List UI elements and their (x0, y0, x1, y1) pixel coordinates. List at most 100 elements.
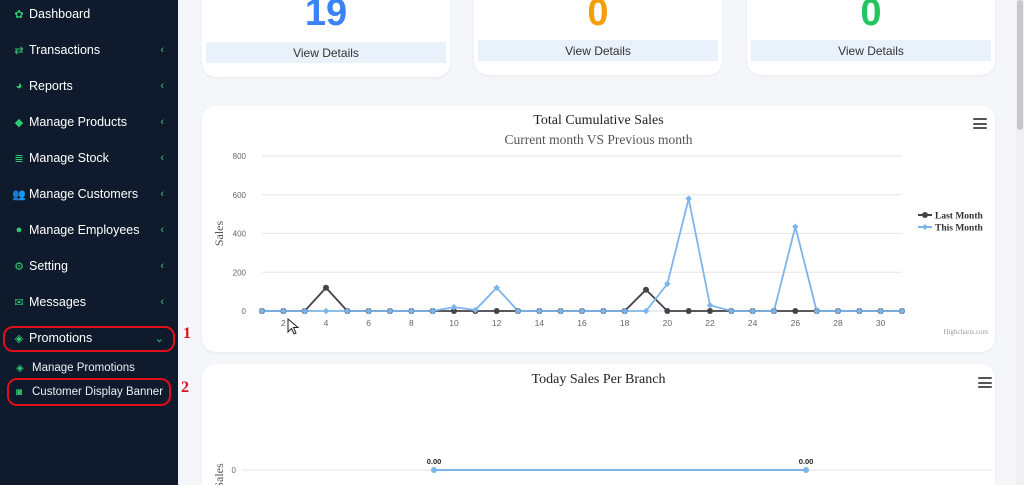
user-icon: ● (15, 224, 23, 236)
y-tick-label: 400 (233, 230, 247, 239)
chart-subtitle: Current month VS Previous month (504, 132, 693, 147)
sidebar-item-manage-employees[interactable]: ● Manage Employees ‹ (0, 216, 178, 244)
scrollbar-thumb[interactable] (1017, 0, 1023, 130)
sidebar-item-label: Promotions (29, 331, 93, 345)
data-point (536, 307, 543, 315)
chevron-left-icon: ‹ (160, 260, 164, 272)
chart-credit: Highcharts.com (943, 328, 988, 336)
data-point (685, 308, 692, 314)
cogs-icon: ⚙ (14, 260, 24, 273)
tag-icon: ◈ (14, 332, 24, 345)
chevron-left-icon: ‹ (160, 44, 164, 56)
y-axis-label: Sales (212, 221, 226, 247)
stat-value: 0 (587, 0, 609, 34)
data-point (323, 284, 329, 291)
cube-icon: ◆ (14, 116, 24, 129)
sidebar-item-promotions[interactable]: ◈ Promotions ⌄ (0, 324, 178, 352)
data-point (280, 307, 287, 315)
data-point (493, 308, 500, 314)
view-details-link[interactable]: View Details (751, 40, 991, 61)
data-point (813, 307, 820, 315)
x-tick-label: 12 (492, 318, 502, 328)
sidebar-item-label: Reports (29, 79, 73, 93)
camera-icon: ◙ (16, 386, 23, 398)
pie-chart-icon: ◕ (15, 80, 23, 92)
sidebar-subitem-manage-promotions[interactable]: ◈ Manage Promotions (0, 357, 178, 379)
sidebar-item-reports[interactable]: ◕ Reports ‹ (0, 72, 178, 100)
data-point (803, 467, 809, 473)
highlight-banner (7, 378, 171, 406)
data-point (514, 307, 522, 315)
sidebar-item-dashboard[interactable]: ✿ Dashboard (0, 0, 178, 28)
sidebar-item-transactions[interactable]: ⇄ Transactions ‹ (0, 36, 178, 64)
chart-title: Today Sales Per Branch (531, 372, 666, 387)
data-point (557, 307, 564, 315)
envelope-icon: ✉ (14, 296, 24, 309)
y-tick-label: 0 (242, 307, 247, 316)
sidebar-item-manage-stock[interactable]: ≣ Manage Stock ‹ (0, 144, 178, 172)
x-tick-label: 2 (281, 318, 286, 328)
data-point (450, 303, 458, 311)
data-point (322, 307, 330, 315)
data-point (707, 308, 713, 314)
chart-title: Total Cumulative Sales (533, 113, 664, 128)
data-point (386, 307, 394, 315)
sidebar-item-manage-customers[interactable]: 👥 Manage Customers ‹ (0, 180, 178, 208)
palette-icon: ✿ (14, 8, 24, 21)
legend-item: This Month (935, 224, 983, 234)
database-icon: ≣ (14, 152, 24, 165)
y-tick-label: 800 (233, 152, 247, 161)
cumulative-sales-card: Total Cumulative Sales Current month VS … (202, 106, 995, 352)
sidebar-item-label: Manage Products (29, 115, 127, 129)
data-point (429, 307, 436, 315)
data-point (493, 284, 500, 291)
data-point (258, 307, 266, 315)
stat-card-2: 0 View Details (474, 0, 722, 75)
stat-value: 19 (304, 0, 348, 34)
x-tick-label: 30 (876, 318, 886, 328)
y-tick-label: 600 (233, 191, 247, 200)
sidebar-item-label: Manage Customers (29, 187, 139, 201)
view-details-link[interactable]: View Details (478, 40, 718, 61)
y-tick-label: 200 (233, 268, 247, 277)
legend-item: Last Month (935, 212, 983, 222)
data-point (301, 307, 308, 315)
sidebar-item-messages[interactable]: ✉ Messages ‹ (0, 288, 178, 316)
data-point (856, 307, 863, 315)
data-label: 0.00 (799, 457, 814, 466)
chart-menu-icon[interactable] (973, 118, 987, 129)
data-point (365, 307, 372, 315)
data-point (792, 223, 799, 230)
data-point (770, 307, 778, 315)
sidebar-subitem-label: Manage Promotions (32, 362, 135, 374)
x-tick-label: 8 (409, 318, 414, 328)
sidebar-item-setting[interactable]: ⚙ Setting ‹ (0, 252, 178, 280)
view-details-link[interactable]: View Details (206, 42, 446, 63)
chevron-left-icon: ‹ (160, 224, 164, 236)
data-point (898, 307, 906, 315)
data-point (472, 306, 479, 314)
sidebar-item-label: Transactions (29, 43, 101, 57)
x-tick-label: 18 (620, 318, 630, 328)
chevron-left-icon: ‹ (160, 80, 164, 92)
sidebar-item-manage-products[interactable]: ◆ Manage Products ‹ (0, 108, 178, 136)
sidebar-subitem-customer-display-banner[interactable]: ◙ Customer Display Banner (0, 381, 178, 403)
data-point (408, 307, 415, 315)
y-axis-label: Sales (212, 463, 226, 485)
data-point (685, 195, 692, 202)
data-point (643, 286, 649, 293)
page-scrollbar[interactable] (1016, 0, 1024, 485)
x-tick-label: 16 (577, 318, 587, 328)
chart-menu-icon[interactable] (978, 377, 992, 388)
data-point (706, 301, 714, 309)
x-tick-label: 10 (449, 318, 459, 328)
users-icon: 👥 (12, 188, 26, 201)
data-point (877, 307, 884, 315)
branch-sales-chart: 0 Sales 0.00 0.00 (212, 457, 992, 485)
data-point (749, 307, 756, 315)
x-tick-label: 4 (324, 318, 329, 328)
x-tick-label: 14 (535, 318, 545, 328)
x-tick-label: 22 (705, 318, 715, 328)
chevron-left-icon: ‹ (160, 296, 164, 308)
data-point (728, 307, 735, 315)
